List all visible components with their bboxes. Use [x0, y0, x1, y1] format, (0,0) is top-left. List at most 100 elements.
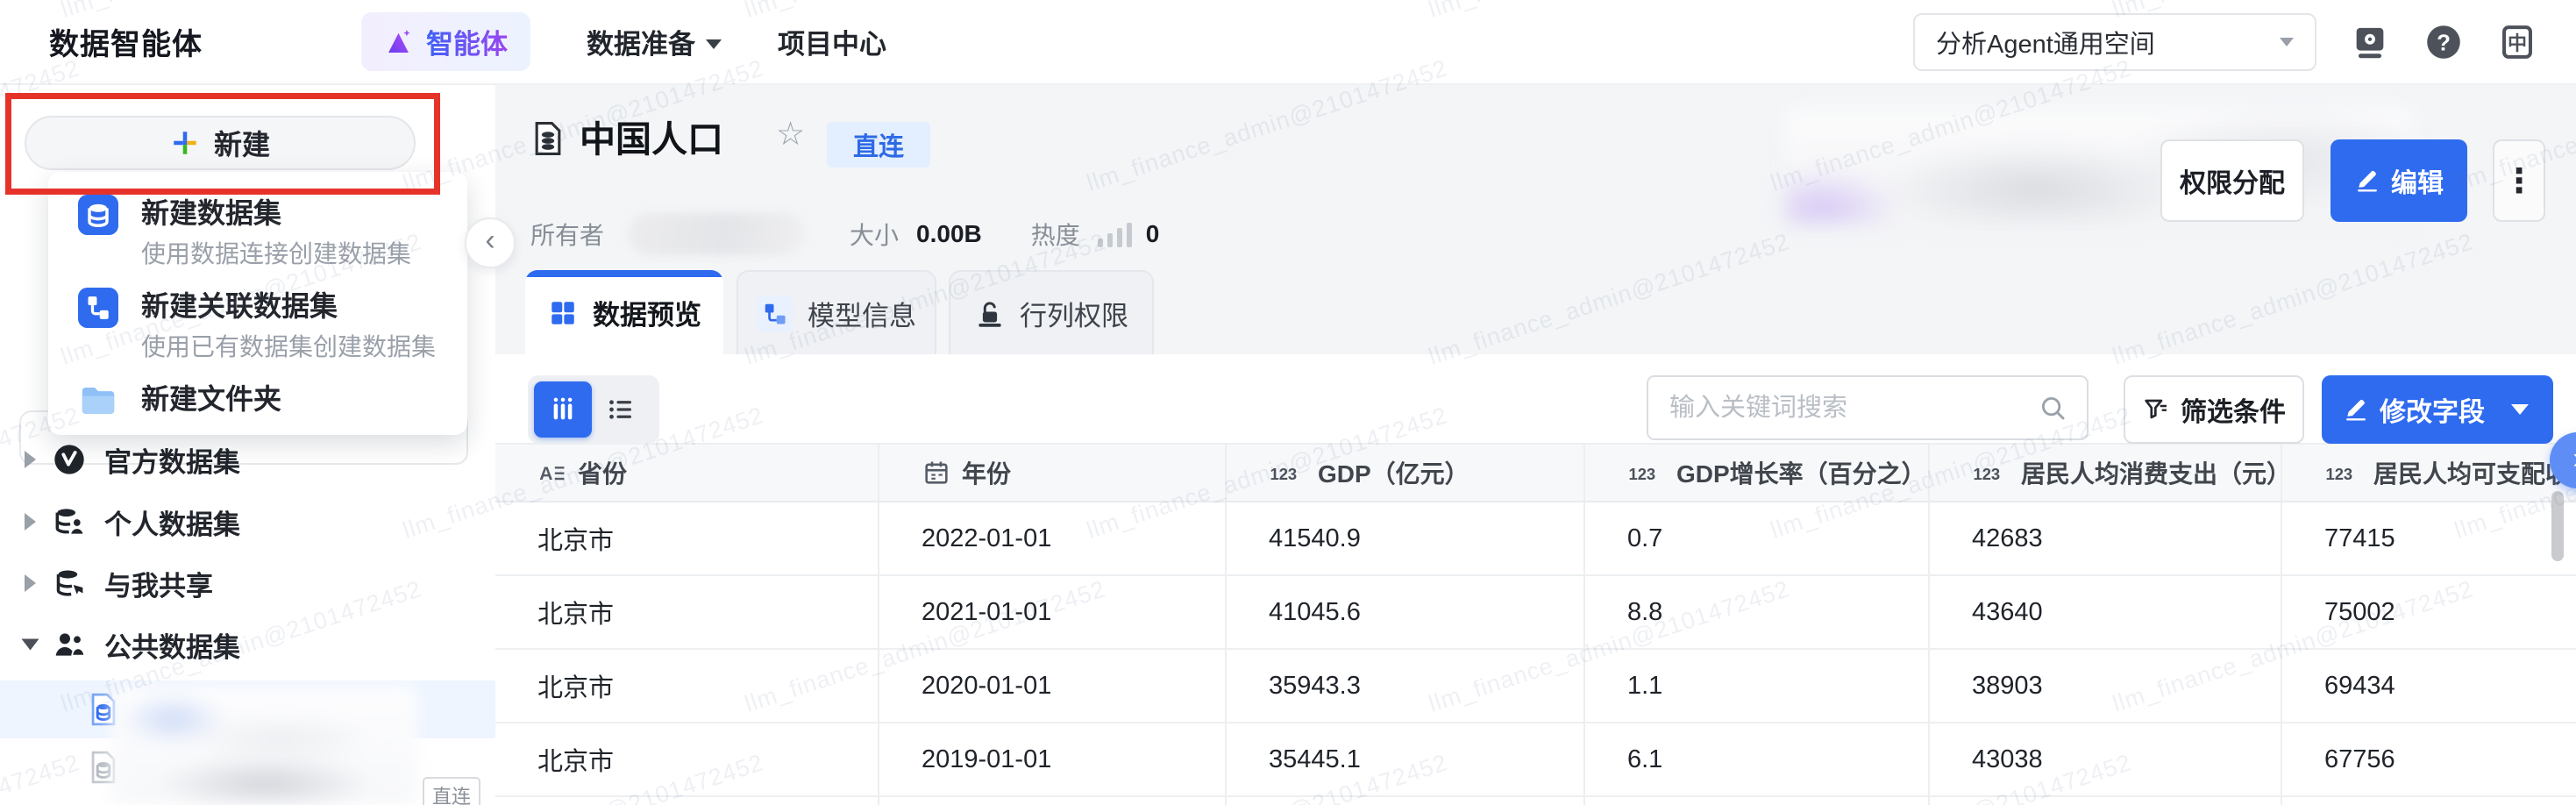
direct-connection-badge: 直连	[827, 122, 930, 167]
table-cell: 0.7	[1585, 502, 1930, 574]
nav-item-2[interactable]: 项目中心	[778, 22, 886, 61]
sidebar-item-3[interactable]: 公共数据集	[0, 616, 495, 673]
filter-button-label: 筛选条件	[2181, 398, 2286, 427]
workspace-select[interactable]: 分析Agent通用空间	[1913, 12, 2316, 71]
table-cell: 43038	[1930, 723, 2282, 795]
columns-view-button[interactable]	[534, 381, 592, 438]
modify-fields-button[interactable]: 修改字段	[2322, 375, 2553, 444]
owner-label: 所有者	[530, 222, 605, 249]
table-cell	[879, 797, 1227, 805]
tab-0[interactable]: 数据预览	[525, 270, 723, 355]
expand-arrow-icon[interactable]	[25, 513, 36, 531]
columns-view-icon	[547, 394, 579, 425]
create-menu-item-title: 新建关联数据集	[141, 290, 338, 322]
model-icon	[757, 295, 793, 332]
create-menu-item-text: 新建关联数据集 使用已有数据集创建数据集	[141, 286, 436, 361]
search-input[interactable]	[1668, 392, 2038, 424]
help-icon[interactable]: ?	[2423, 22, 2464, 62]
table-cell: 2021-01-01	[879, 576, 1227, 648]
dataset-icon	[529, 117, 567, 160]
sidebar-item-2[interactable]: 与我共享	[0, 554, 495, 612]
column-header-label: GDP增长率（百分之）	[1676, 460, 1926, 488]
permission-button[interactable]: 权限分配	[2160, 139, 2304, 222]
table-cell: 北京市	[495, 502, 879, 574]
folder-icon	[78, 381, 118, 421]
main-content: 中国人口 ☆ 直连 所有者 大小 0.00B 热度 0 权限分配 编辑 ⋮ 数据…	[495, 83, 2576, 805]
column-header-4[interactable]: 123 居民人均消费支出（元）	[1930, 445, 2282, 501]
type-number-icon: 123	[1269, 458, 1307, 488]
list-view-icon	[605, 394, 637, 425]
column-header-5[interactable]: 123 居民人均可支配收入	[2282, 445, 2576, 501]
heat-label: 热度	[1030, 222, 1080, 249]
dataset-tree-leaf-1[interactable]	[0, 738, 495, 796]
table-row[interactable]: 北京市 2019-01-01 35445.1 6.1 43038 67756	[495, 723, 2576, 797]
tab-2[interactable]: 行列权限	[949, 270, 1154, 355]
tab-1[interactable]: 模型信息	[737, 270, 936, 355]
table-cell: 北京市	[495, 576, 879, 648]
create-menu-item-0[interactable]: 新建数据集 使用数据连接创建数据集	[48, 193, 467, 268]
expand-arrow-icon[interactable]	[25, 451, 36, 468]
nav-item-label: 智能体	[426, 22, 508, 61]
table-cell	[1930, 797, 2282, 805]
table-cell: 35445.1	[1227, 723, 1585, 795]
sidebar-item-1[interactable]: 个人数据集	[0, 493, 495, 551]
column-header-0[interactable]: A 省份	[495, 445, 879, 501]
table-row[interactable]: 北京市 2021-01-01 41045.6 8.8 43640 75002	[495, 576, 2576, 650]
vertical-scrollbar[interactable]	[2551, 491, 2564, 561]
top-nav: 数据智能体 智能体 数据准备 项目中心 分析Agent通用空间 ? 中	[0, 0, 2576, 85]
column-header-label: 省份	[578, 460, 628, 488]
svg-text:中: 中	[2508, 32, 2527, 53]
chevron-down-icon	[2280, 37, 2294, 46]
type-date-icon	[922, 458, 951, 488]
create-menu-item-text: 新建文件夹	[141, 379, 281, 419]
sidebar-collapse-button[interactable]: ‹	[465, 217, 516, 268]
data-preview-table: A 省份 年份 123 GDP（亿元） 123 GDP增长率（百分之） 123 居民人均消费支出…	[495, 443, 2576, 805]
redacted-header-block	[1784, 108, 2416, 224]
dataset-tree-leaf-2[interactable]	[0, 796, 495, 805]
list-view-button[interactable]	[592, 381, 650, 438]
column-header-1[interactable]: 年份	[879, 445, 1227, 501]
table-cell: 41540.9	[1227, 502, 1585, 574]
heat-value: 0	[1145, 220, 1160, 247]
column-header-3[interactable]: 123 GDP增长率（百分之）	[1585, 445, 1930, 501]
chevron-down-icon	[706, 39, 722, 49]
dataset-tree-leaf-0[interactable]	[0, 680, 495, 738]
dataset-doc-blue-icon	[84, 690, 123, 729]
grid-icon	[547, 297, 579, 329]
create-menu-item-1[interactable]: 新建关联数据集 使用已有数据集创建数据集	[48, 286, 467, 361]
dataset-doc-gray-icon	[84, 748, 123, 787]
sidebar-item-0[interactable]: 官方数据集	[0, 431, 495, 488]
more-actions-button[interactable]: ⋮	[2493, 139, 2545, 222]
expand-arrow-icon[interactable]	[25, 574, 36, 592]
nav-item-label: 项目中心	[778, 29, 886, 60]
table-row[interactable]: 北京市 2020-01-01 35943.3 1.1 38903 69434	[495, 650, 2576, 723]
edit-button[interactable]: 编辑	[2330, 139, 2467, 222]
public-icon	[52, 627, 87, 662]
nav-right: 分析Agent通用空间 ? 中	[1913, 0, 2537, 83]
table-cell: 8.8	[1585, 576, 1930, 648]
brand-title: 数据智能体	[49, 28, 203, 61]
permission-icon	[974, 298, 1006, 330]
nav-item-1[interactable]: 数据准备	[587, 22, 722, 61]
shared-icon	[52, 566, 87, 601]
favorite-star-icon[interactable]: ☆	[776, 116, 806, 152]
sidebar-item-label: 与我共享	[104, 570, 213, 602]
filter-button[interactable]: 筛选条件	[2124, 375, 2304, 444]
column-header-label: 居民人均消费支出（元）	[2021, 460, 2282, 488]
column-header-label: 居民人均可支配收入	[2373, 460, 2576, 488]
column-header-2[interactable]: 123 GDP（亿元）	[1227, 445, 1585, 501]
table-row[interactable]: 北京市 2022-01-01 41540.9 0.7 42683 77415	[495, 502, 2576, 576]
table-cell: 43640	[1930, 576, 2282, 648]
sidebar-item-label: 个人数据集	[104, 509, 240, 540]
tab-label: 行列权限	[1020, 301, 1128, 331]
console-icon[interactable]	[2350, 22, 2390, 62]
create-menu-item-2[interactable]: 新建文件夹	[48, 379, 467, 421]
plus-multicolor-icon	[170, 128, 200, 158]
table-cell: 75002	[2324, 597, 2395, 626]
new-button[interactable]: 新建	[25, 116, 416, 170]
type-number-icon: 123	[2324, 458, 2363, 488]
personal-icon	[52, 504, 87, 539]
language-toggle-icon[interactable]: 中	[2497, 22, 2537, 62]
nav-item-0[interactable]: 智能体	[361, 12, 530, 71]
expand-arrow-open-icon[interactable]	[21, 638, 39, 651]
